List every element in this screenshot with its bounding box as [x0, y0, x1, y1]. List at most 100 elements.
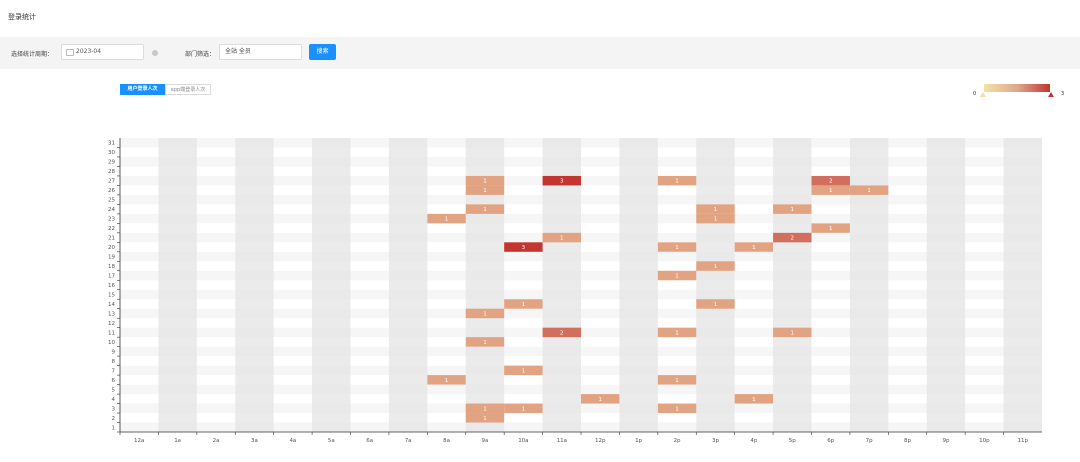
cell-value-label: 1	[560, 236, 564, 242]
y-tick-label: 14	[108, 302, 115, 308]
column-band	[696, 138, 735, 432]
heatmap-cell	[465, 337, 505, 347]
y-tick-label: 27	[108, 179, 115, 185]
heatmap-cell	[542, 175, 581, 186]
heatmap-cell	[504, 242, 543, 252]
heatmap-cell	[734, 242, 774, 252]
column-band	[926, 138, 966, 432]
heatmap-cell	[465, 403, 505, 414]
x-tick-label: 9a	[482, 438, 489, 444]
tab-app-logins[interactable]: app端登录人次	[165, 84, 211, 95]
heatmap-cell	[696, 213, 735, 224]
tab-user-logins[interactable]: 用户登录人次	[120, 84, 165, 95]
x-tick-label: 12a	[134, 438, 144, 444]
x-tick-label: 8p	[904, 438, 911, 444]
x-tick-label: 4p	[750, 438, 757, 444]
cell-value-label: 2	[829, 179, 833, 185]
x-tick-label: 7a	[405, 438, 412, 444]
heatmap-cell	[811, 175, 850, 186]
heatmap-cell	[773, 232, 812, 243]
visual-map-legend: 0 3	[970, 84, 1065, 100]
y-tick-label: 19	[108, 255, 115, 261]
y-tick-label: 23	[108, 217, 115, 223]
x-tick-label: 5p	[789, 438, 796, 444]
y-tick-label: 9	[112, 349, 116, 355]
heatmap-cell	[465, 413, 505, 423]
heatmap-cell	[427, 375, 466, 385]
heatmap-cell	[773, 327, 812, 338]
x-tick-label: 6p	[827, 438, 834, 444]
y-tick-label: 29	[108, 160, 115, 166]
color-scale-max: 3	[1061, 91, 1065, 97]
cell-value-label: 1	[714, 264, 718, 270]
y-tick-label: 26	[108, 188, 115, 194]
x-tick-label: 12p	[595, 438, 606, 444]
column-band	[388, 138, 428, 432]
dept-select[interactable]: 全站 全员	[219, 44, 302, 60]
cell-value-label: 1	[714, 217, 718, 223]
y-tick-label: 21	[108, 236, 115, 242]
heatmap-cell	[504, 403, 543, 414]
heatmap-cell	[581, 394, 620, 404]
heatmap-cell	[696, 204, 735, 214]
column-band	[312, 138, 351, 432]
y-tick-label: 22	[108, 226, 115, 232]
x-tick-label: 10p	[979, 438, 990, 444]
heatmap-cell	[696, 261, 735, 271]
heatmap-cell	[696, 299, 735, 309]
heatmap-cell	[427, 213, 466, 224]
cell-value-label: 1	[675, 330, 679, 336]
cell-value-label: 1	[867, 188, 871, 194]
heatmap-cell	[734, 394, 774, 404]
page-title: 登录统计	[8, 13, 36, 21]
x-tick-label: 2p	[674, 438, 681, 444]
column-band	[1003, 138, 1042, 432]
column-band	[542, 138, 581, 432]
x-tick-label: 2a	[213, 438, 220, 444]
column-band	[619, 138, 658, 432]
y-tick-label: 31	[108, 141, 115, 147]
cell-value-label: 1	[714, 207, 718, 213]
cell-value-label: 3	[522, 245, 526, 251]
filter-bar: 选择统计周期： 2023-04 部门筛选： 全站 全员 搜索	[0, 37, 1080, 69]
range-handle-max[interactable]	[1048, 92, 1054, 97]
column-band	[849, 138, 889, 432]
cell-value-label: 1	[483, 179, 487, 185]
heatmap-cell	[465, 185, 505, 195]
info-icon[interactable]	[152, 50, 158, 56]
cell-value-label: 1	[791, 207, 795, 213]
y-tick-label: 4	[112, 397, 116, 403]
cell-value-label: 3	[560, 179, 564, 185]
column-band	[235, 138, 274, 432]
x-tick-label: 11p	[1018, 438, 1029, 444]
cell-value-label: 1	[675, 274, 679, 280]
cell-value-label: 1	[675, 406, 679, 412]
column-band	[773, 138, 812, 432]
heatmap-cell	[504, 299, 543, 309]
y-tick-label: 8	[112, 359, 116, 365]
y-tick-label: 6	[112, 378, 116, 384]
date-picker[interactable]: 2023-04	[61, 44, 144, 60]
cell-value-label: 1	[829, 188, 833, 194]
y-tick-label: 24	[108, 207, 115, 213]
range-handle-min[interactable]	[980, 92, 986, 97]
y-tick-label: 18	[108, 264, 115, 270]
x-tick-label: 3a	[251, 438, 258, 444]
y-tick-label: 12	[108, 321, 115, 327]
search-button[interactable]: 搜索	[309, 44, 336, 60]
y-tick-label: 10	[108, 340, 115, 346]
heatmap-cell	[542, 232, 581, 243]
cell-value-label: 2	[560, 330, 564, 336]
y-tick-label: 13	[108, 311, 115, 317]
y-tick-label: 5	[112, 387, 116, 393]
cell-value-label: 1	[675, 245, 679, 251]
cell-value-label: 2	[791, 236, 795, 242]
y-tick-label: 17	[108, 274, 115, 280]
heatmap-cell	[657, 270, 697, 281]
x-tick-label: 4a	[289, 438, 296, 444]
y-tick-label: 1	[112, 425, 116, 431]
y-tick-label: 25	[108, 198, 115, 204]
x-tick-label: 9p	[942, 438, 949, 444]
heatmap-cell	[811, 185, 850, 195]
